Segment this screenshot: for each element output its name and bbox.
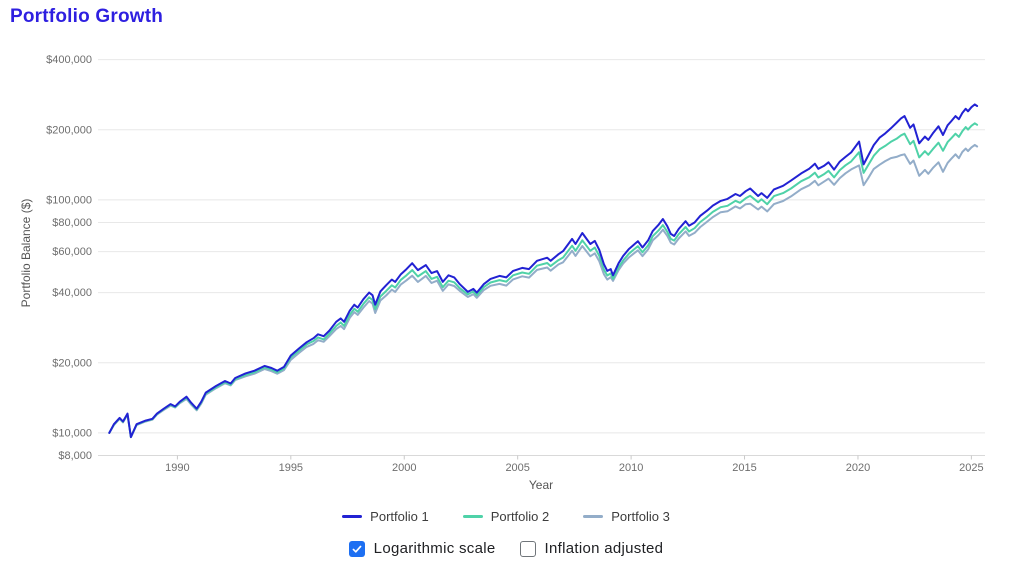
chart-series: [108, 103, 979, 439]
series-line-portfolio-2: [108, 122, 979, 439]
chart-controls: Logarithmic scale Inflation adjusted: [0, 540, 1012, 557]
chart-axes: $8,000 $10,000 $20,000 $40,000 $60,000 $80,00…: [46, 54, 985, 474]
logarithmic-scale-checkbox[interactable]: Logarithmic scale: [348, 540, 496, 557]
x-axis-title: Year: [529, 478, 553, 492]
y-tick-label: $400,000: [46, 54, 92, 66]
legend-label: Portfolio 3: [611, 509, 670, 524]
series-line-portfolio-1: [108, 103, 979, 439]
portfolio-1-line-swatch: [342, 515, 363, 518]
checkmark-icon: [352, 545, 362, 553]
x-tick-label: 2020: [846, 462, 870, 474]
x-tick-label: 2015: [732, 462, 756, 474]
y-tick-label: $100,000: [46, 194, 92, 206]
x-tick-label: 2010: [619, 462, 643, 474]
y-tick-label: $8,000: [58, 450, 92, 462]
x-tick-label: 1995: [279, 462, 303, 474]
y-tick-label: $80,000: [52, 217, 92, 229]
y-tick-label: $200,000: [46, 124, 92, 136]
portfolio-2-line-swatch: [462, 515, 483, 518]
y-tick-label: $40,000: [52, 287, 92, 299]
chart-gridlines: [98, 59, 985, 456]
checkbox-icon: [519, 540, 536, 557]
growth-chart: $8,000 $10,000 $20,000 $40,000 $60,000 $80,00…: [19, 54, 985, 492]
page-title: Portfolio Growth: [10, 6, 164, 27]
logarithmic-scale-label: Logarithmic scale: [373, 540, 496, 557]
x-tick-label: 2005: [505, 462, 529, 474]
legend-item-portfolio-3[interactable]: Portfolio 3: [583, 509, 670, 524]
inflation-adjusted-checkbox[interactable]: Inflation adjusted: [519, 540, 664, 557]
portfolio-3-line-swatch: [583, 515, 604, 518]
x-tick-label: 2025: [959, 462, 983, 474]
legend-item-portfolio-2[interactable]: Portfolio 2: [462, 509, 550, 524]
y-tick-label: $60,000: [52, 246, 92, 258]
legend-item-portfolio-1[interactable]: Portfolio 1: [342, 509, 429, 524]
x-tick-label: 1990: [165, 462, 189, 474]
legend-label: Portfolio 1: [370, 509, 429, 524]
y-axis-title: Portfolio Balance ($): [19, 199, 33, 308]
x-tick-label: 2000: [392, 462, 416, 474]
inflation-adjusted-label: Inflation adjusted: [544, 540, 664, 557]
legend-label: Portfolio 2: [490, 509, 550, 524]
checkbox-icon: [348, 540, 365, 557]
chart-legend: Portfolio 1 Portfolio 2 Portfolio 3: [0, 509, 1012, 524]
y-tick-label: $20,000: [52, 357, 92, 369]
y-tick-label: $10,000: [52, 427, 92, 439]
series-line-portfolio-3: [108, 143, 979, 439]
